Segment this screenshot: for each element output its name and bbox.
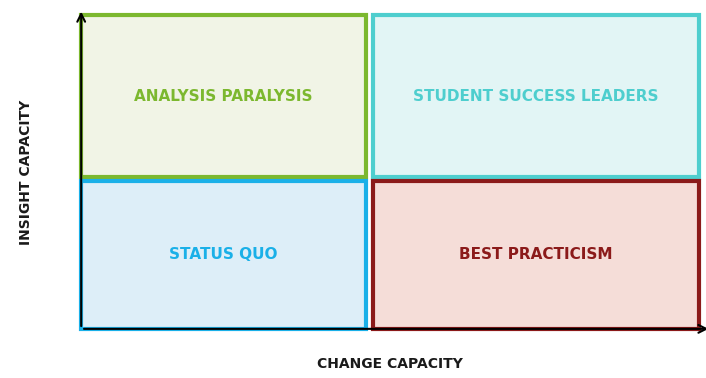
Bar: [81, 15, 366, 177]
Text: STATUS QUO: STATUS QUO: [169, 248, 278, 262]
Bar: [81, 181, 366, 329]
Text: STUDENT SUCCESS LEADERS: STUDENT SUCCESS LEADERS: [414, 89, 659, 104]
Text: ANALYSIS PARALYSIS: ANALYSIS PARALYSIS: [134, 89, 313, 104]
Text: BEST PRACTICISM: BEST PRACTICISM: [460, 248, 613, 262]
Text: INSIGHT CAPACITY: INSIGHT CAPACITY: [18, 99, 32, 245]
Text: CHANGE CAPACITY: CHANGE CAPACITY: [317, 357, 463, 371]
Bar: [373, 15, 699, 177]
Bar: [373, 181, 699, 329]
